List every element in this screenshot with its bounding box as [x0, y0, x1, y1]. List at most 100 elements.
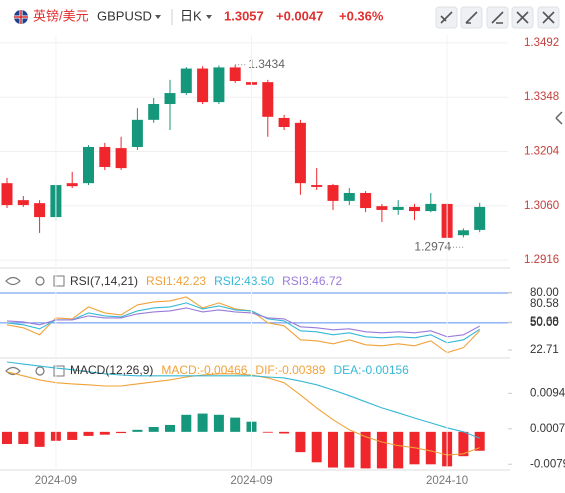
candle-body [115, 148, 127, 169]
legend-entry: RSI1:42.23 [146, 274, 206, 288]
candle-body [262, 82, 274, 117]
histogram-bar [67, 431, 78, 440]
y-tick-label: 1.2916 [524, 254, 559, 266]
indicator-title: MACD(12,26,9) [70, 363, 153, 377]
legend-entry: RSI3:46.72 [282, 274, 342, 288]
candle-body [457, 230, 469, 236]
candle-body [294, 122, 306, 184]
price-change: +0.0047 [276, 8, 323, 23]
candle-body [131, 119, 143, 147]
settings-icon[interactable] [35, 276, 45, 286]
y-tick-label: 1.3060 [524, 200, 559, 212]
symbol-code[interactable]: GBPUSD [97, 8, 152, 23]
candle-body [360, 192, 372, 209]
candle-body [180, 68, 192, 94]
eye-icon[interactable] [5, 276, 21, 286]
histogram-bar [279, 431, 290, 434]
y-tick-label: 1.3492 [524, 37, 559, 49]
histogram-bar [197, 413, 208, 432]
candle-body [392, 206, 404, 210]
y-tick-label: 0.00949 [530, 387, 565, 399]
candle-body [311, 185, 323, 187]
legend-entry: RSI2:43.50 [214, 274, 274, 288]
x-tick-label: 2024-09 [230, 475, 272, 487]
histogram-bar [165, 424, 175, 432]
candle-body [376, 206, 388, 210]
indicator-line [6, 302, 480, 344]
panel-icons [5, 276, 45, 376]
histogram-bar [83, 431, 94, 436]
histogram-bar [425, 431, 436, 465]
candle-body [17, 200, 29, 206]
histogram-bar [360, 431, 371, 469]
histogram-bar [474, 431, 485, 451]
histogram-bar [132, 429, 143, 432]
candle-body [327, 185, 339, 201]
indicator-line [6, 361, 480, 439]
toolbar-icons [440, 11, 555, 24]
annotation: 1.3434 [248, 57, 285, 71]
histogram-bar [181, 414, 192, 432]
candle-body [34, 203, 46, 218]
candle-body [66, 183, 78, 187]
annotation: 1.2974 [414, 239, 451, 253]
y-tick-label: 22.71 [530, 344, 559, 356]
candle-body [148, 103, 160, 120]
candle-body [99, 146, 111, 167]
dropdown-arrow[interactable] [206, 15, 212, 19]
y-tick-label: 1.3348 [524, 91, 559, 103]
symbol-name[interactable]: 英镑/美元 [33, 8, 89, 23]
histogram-bar [213, 414, 224, 432]
dropdown-arrow[interactable] [155, 15, 161, 19]
candle-body [474, 206, 486, 230]
histogram-bar [99, 431, 110, 435]
y-tick-label: 1.3204 [524, 146, 560, 158]
price-change-pct: +0.36% [339, 8, 384, 23]
list-icons [53, 275, 65, 377]
candle-body [278, 117, 290, 127]
histogram-bar [458, 431, 469, 457]
collapse-arrow[interactable] [555, 111, 563, 125]
candle-body [213, 67, 225, 103]
histogram-bar [116, 431, 127, 434]
x-tick-label: 2024-09 [35, 475, 77, 487]
histogram-bar [311, 431, 322, 463]
y-tick-label: 50.00 [530, 317, 559, 329]
candle-body [425, 203, 437, 212]
histogram-bar [376, 431, 387, 469]
y-tick-label: 80.58 [530, 298, 559, 310]
histogram-bar [230, 417, 241, 432]
y-tick-label: 80.00 [530, 287, 559, 299]
histogram-bar [18, 431, 29, 445]
x-tick-label: 2024-10 [426, 475, 468, 487]
indicator-title: RSI(7,14,21) [70, 274, 138, 288]
legend-entry: DEA:-0.00156 [333, 363, 409, 377]
candle-body [1, 183, 13, 206]
eye-icon[interactable] [5, 366, 21, 376]
last-price: 1.3057 [224, 8, 264, 23]
legend-entry: MACD:-0.00466 [161, 363, 247, 377]
candle-body [164, 93, 176, 104]
indicator-line [6, 307, 480, 338]
candle-body [409, 206, 420, 212]
candle-body [83, 146, 94, 184]
y-tick-label: -0.00798 [530, 458, 565, 470]
histogram-bar [148, 426, 159, 432]
settings-icon[interactable] [35, 366, 45, 376]
indicator-line [6, 371, 480, 456]
candle-body [343, 192, 355, 201]
histogram-bar [2, 431, 12, 445]
histogram-bar [262, 431, 273, 433]
histogram-bar [344, 431, 355, 468]
y-tick-label: 50.68 [530, 316, 559, 328]
candle-body [229, 67, 241, 81]
candle-body [197, 68, 209, 103]
histogram-bar [34, 431, 45, 447]
legend-entry: DIF:-0.00389 [255, 363, 325, 377]
period[interactable]: 日K [180, 8, 202, 23]
histogram-bar [328, 431, 338, 468]
histogram-bar [393, 431, 404, 469]
y-tick-label: 0.00075 [530, 423, 565, 435]
